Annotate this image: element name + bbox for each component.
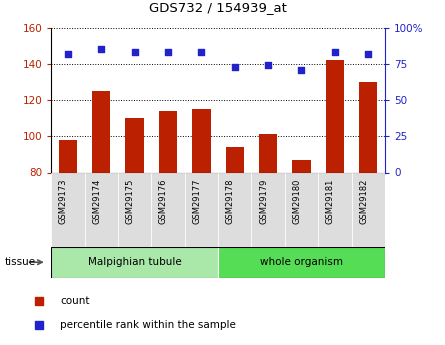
Text: GSM29177: GSM29177 [192,178,202,224]
Bar [125,118,144,172]
Bar [185,172,218,247]
Text: GSM29181: GSM29181 [326,178,335,224]
Bar [192,109,210,172]
Bar [359,82,377,172]
Bar [285,172,318,247]
Text: percentile rank within the sample: percentile rank within the sample [60,320,236,330]
Bar [226,147,244,172]
Bar [251,172,285,247]
Bar [51,172,85,247]
Text: GDS732 / 154939_at: GDS732 / 154939_at [149,1,287,14]
Text: GSM29174: GSM29174 [92,178,101,224]
Text: whole organism: whole organism [260,257,343,267]
Point [98,47,105,52]
Point [265,62,272,68]
Point [65,51,72,57]
Text: GSM29179: GSM29179 [259,178,268,224]
Bar [51,247,218,278]
Bar [92,91,110,172]
Point [298,67,305,72]
Bar [326,60,344,172]
Bar [151,172,185,247]
Text: GSM29176: GSM29176 [159,178,168,224]
Text: GSM29178: GSM29178 [226,178,235,224]
Text: Malpighian tubule: Malpighian tubule [88,257,182,267]
Bar [259,135,277,172]
Point [365,51,372,57]
Point [231,64,239,69]
Bar [85,172,118,247]
Bar [218,247,385,278]
Text: GSM29182: GSM29182 [359,178,368,224]
Point [165,49,172,55]
Bar [59,140,77,172]
Text: GSM29180: GSM29180 [292,178,302,224]
Text: count: count [60,296,89,306]
Point [332,49,339,55]
Bar [159,111,177,172]
Text: tissue: tissue [4,257,36,267]
Bar [118,172,151,247]
Text: GSM29173: GSM29173 [59,178,68,224]
Text: GSM29175: GSM29175 [125,178,135,224]
Bar [218,172,251,247]
Bar [352,172,385,247]
Bar [292,160,311,172]
Point [198,49,205,55]
Bar [318,172,352,247]
Point [131,49,138,55]
